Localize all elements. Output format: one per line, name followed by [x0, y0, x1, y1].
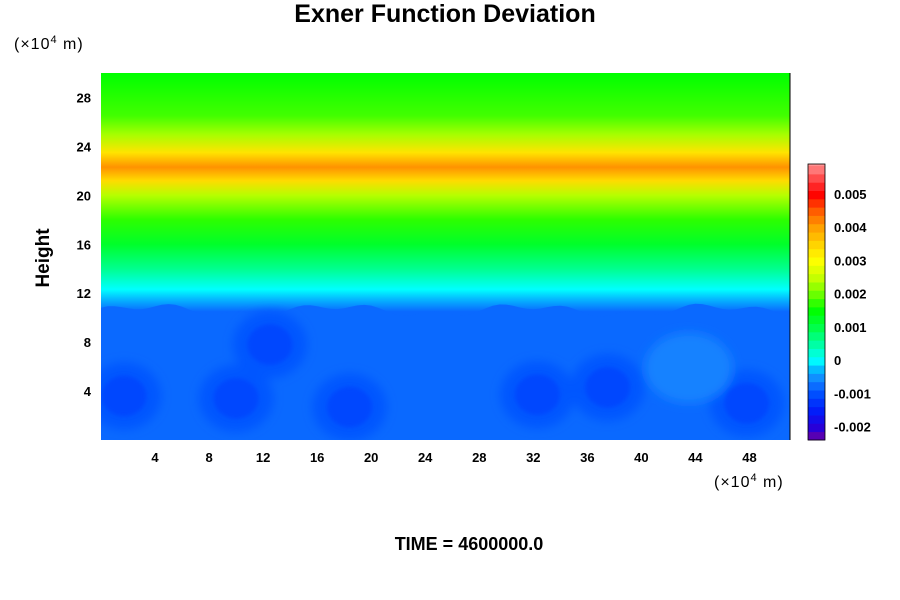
colorbar-swatch — [808, 182, 825, 191]
colorbar-swatch — [808, 207, 825, 216]
core-layer — [101, 324, 770, 428]
y-tick-label: 12 — [77, 286, 91, 301]
y-ticks: 4 8 12 16 20 24 28 — [77, 91, 92, 400]
colorbar-swatch — [808, 306, 825, 316]
colorbar-swatch — [808, 340, 825, 349]
colorbar-swatch — [808, 348, 825, 358]
x-axis-unit: (×104 m) — [714, 472, 784, 491]
colorbar-swatch — [808, 381, 825, 391]
colorbar-swatch — [808, 406, 825, 416]
x-tick-label: 24 — [418, 450, 433, 465]
colorbar-swatch — [808, 232, 825, 241]
colorbar — [807, 163, 826, 441]
colorbar-ticks: -0.002 -0.001 0 0.001 0.002 0.003 0.004 0.005 — [834, 187, 871, 435]
anomaly-core — [247, 324, 293, 365]
x-tick-label: 20 — [364, 450, 378, 465]
time-label: TIME = 4600000.0 — [395, 534, 544, 554]
anomaly-core — [515, 374, 560, 415]
anomaly-core — [101, 375, 147, 417]
colorbar-swatch — [808, 190, 825, 200]
colorbar-swatch — [808, 265, 825, 275]
y-unit-exponent: 4 — [50, 34, 57, 46]
y-tick-label: 16 — [77, 237, 91, 252]
colorbar-swatch — [808, 415, 825, 424]
anomaly-core — [724, 383, 770, 424]
colorbar-swatch — [808, 223, 825, 233]
y-tick-label: 28 — [77, 91, 91, 106]
colorbar-swatch — [808, 431, 825, 441]
y-tick-label: 20 — [77, 188, 91, 203]
colorbar-tick-label: -0.001 — [834, 386, 871, 401]
colorbar-swatch — [808, 298, 825, 308]
x-tick-label: 16 — [310, 450, 324, 465]
y-unit-suffix: m) — [58, 36, 84, 53]
colorbar-swatch — [808, 240, 825, 250]
x-tick-label: 32 — [526, 450, 540, 465]
y-axis-label: Height — [33, 228, 54, 288]
colorbar-swatch — [808, 273, 825, 283]
colorbar-swatch — [808, 198, 825, 208]
plot-area — [101, 73, 790, 440]
x-tick-label: 48 — [742, 450, 756, 465]
colorbar-swatch — [808, 290, 825, 300]
anomaly-core — [585, 367, 630, 408]
anomaly-core — [213, 378, 259, 419]
y-unit-prefix: (×10 — [14, 36, 50, 53]
colorbar-tick-label: 0.004 — [834, 220, 867, 235]
anomaly-core — [327, 386, 372, 428]
x-tick-label: 36 — [580, 450, 594, 465]
colorbar-swatch — [808, 390, 825, 399]
colorbar-swatch — [808, 257, 825, 266]
colorbar-swatch — [808, 365, 825, 374]
x-tick-label: 4 — [151, 450, 159, 465]
colorbar-tick-label: -0.002 — [834, 420, 871, 435]
y-tick-label: 4 — [84, 384, 92, 399]
colorbar-swatch — [808, 215, 825, 225]
x-tick-label: 44 — [688, 450, 703, 465]
x-tick-label: 12 — [256, 450, 270, 465]
colorbar-swatch — [808, 315, 825, 325]
colorbar-swatch — [808, 373, 825, 383]
y-tick-label: 24 — [77, 139, 92, 154]
x-unit-exponent: 4 — [750, 472, 757, 484]
x-tick-label: 40 — [634, 450, 648, 465]
anomaly-halo — [644, 332, 733, 403]
colorbar-swatch — [808, 331, 825, 341]
colorbar-tick-label: 0.002 — [834, 287, 867, 302]
colorbar-swatch — [808, 356, 825, 366]
colorbar-frame — [807, 163, 826, 441]
colorbar-tick-label: 0 — [834, 353, 841, 368]
chart-title: Exner Function Deviation — [294, 0, 595, 28]
x-tick-label: 28 — [472, 450, 486, 465]
colorbar-tick-label: 0.001 — [834, 320, 867, 335]
colorbar-swatch — [808, 248, 825, 258]
x-unit-prefix: (×10 — [714, 474, 750, 491]
x-unit-suffix: m) — [758, 474, 784, 491]
colorbar-swatch — [808, 282, 825, 291]
colorbar-swatch — [808, 398, 825, 408]
colorbar-swatch — [808, 423, 825, 433]
colorbar-swatch — [808, 164, 825, 167]
colorbar-swatch — [808, 323, 825, 333]
colorbar-swatch — [808, 173, 825, 183]
colorbar-tick-label: 0.005 — [834, 187, 867, 202]
x-tick-label: 8 — [205, 450, 212, 465]
y-tick-label: 8 — [84, 335, 91, 350]
colorbar-tick-label: 0.003 — [834, 253, 867, 268]
y-axis-unit: (×104 m) — [14, 34, 84, 53]
x-ticks: 4 8 12 16 20 24 28 32 36 40 44 48 — [151, 450, 756, 465]
colorbar-swatch — [808, 165, 825, 175]
